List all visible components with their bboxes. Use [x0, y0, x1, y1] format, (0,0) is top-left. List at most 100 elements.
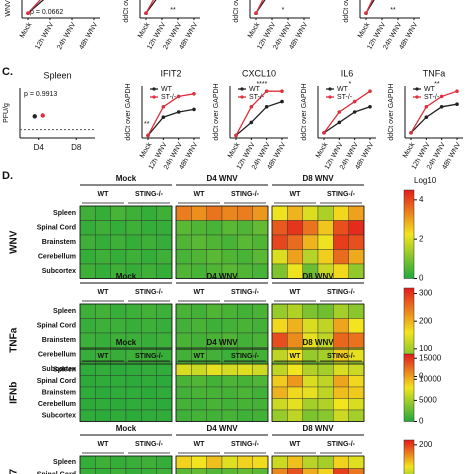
heatmap-cell [110, 234, 127, 250]
group-frame [79, 363, 173, 422]
data-point [192, 107, 196, 112]
heatmap-cell [175, 220, 192, 236]
heatmap-cell [287, 375, 303, 388]
legend-marker [415, 95, 419, 99]
heatmap-cell [252, 205, 269, 221]
heatmap-cell [191, 205, 207, 221]
group-frame [79, 455, 173, 474]
subgroup-label: WT [194, 441, 206, 448]
heatmap-cell [348, 468, 365, 474]
data-point [192, 92, 196, 96]
heatmap-cell [333, 263, 349, 279]
data-point [368, 89, 372, 93]
heatmap-cell [237, 386, 253, 399]
y-axis-label: PFU/g [3, 103, 10, 123]
heatmap-cell [348, 249, 365, 265]
data-point [409, 131, 413, 135]
annotation: ** [390, 7, 396, 14]
row-label: Cerebellum [38, 352, 76, 359]
heatmap-cell [271, 375, 288, 388]
heatmap-cell [348, 303, 365, 319]
heatmap-cell [191, 220, 207, 236]
heatmap-cell [125, 375, 142, 388]
heatmap-cell [287, 409, 303, 422]
legend-marker [152, 95, 156, 99]
heatmap-cell [348, 332, 365, 348]
heatmap-cell [302, 468, 319, 474]
heatmap-cell [156, 205, 173, 221]
row-label: Spleen [53, 210, 76, 217]
heatmap-cell [287, 303, 303, 319]
data-point [254, 11, 258, 15]
subgroup-label: WT [290, 353, 302, 360]
heatmap-cell [141, 386, 157, 399]
heatmap-cell [79, 249, 96, 265]
heatmap-cell [271, 347, 288, 363]
heatmap-cell [348, 318, 365, 334]
group-label: D4 WNV [206, 424, 238, 433]
legend-marker [328, 87, 332, 91]
heatmap-cell [237, 468, 253, 474]
colorbar-tick-label: 100 [419, 344, 433, 353]
heatmap-cell [110, 375, 127, 388]
heatmap-cell [221, 386, 238, 399]
heatmap-cell [252, 249, 269, 265]
heatmap-cell [206, 347, 223, 363]
data-point [144, 11, 148, 15]
heatmap-cell [175, 332, 192, 348]
subgroup-label: STING-/- [231, 191, 260, 198]
heatmap-cell [348, 375, 365, 388]
y-axis-label: ddCt over GAPDH [123, 0, 130, 23]
heatmap-cell [302, 220, 319, 236]
heatmap-cell [317, 303, 334, 319]
y-axis-label: ddCt over GAPDH [388, 83, 395, 140]
group-label: D8 WNV [302, 174, 334, 183]
subgroup-label: WT [98, 289, 110, 296]
heatmap-cell [125, 409, 142, 422]
heatmap-cell [302, 249, 319, 265]
heatmap-cell [110, 386, 127, 399]
group-label: Mock [116, 338, 137, 347]
group-label: D4 WNV [206, 338, 238, 347]
heatmap-cell [317, 249, 334, 265]
data-point [176, 110, 181, 114]
heatmap-cell [95, 205, 111, 221]
group-label: D4 WNV [206, 272, 238, 281]
legend-label: WT [161, 86, 173, 93]
annotation: **** [256, 81, 267, 88]
x-tick-label: Mock [137, 21, 152, 39]
heatmap-cell [79, 303, 96, 319]
heatmap-cell [79, 318, 96, 334]
heatmap-cell [141, 303, 157, 319]
group-frame [271, 205, 365, 279]
heatmap-cell [79, 386, 96, 399]
heatmap-cell [175, 249, 192, 265]
heatmap-cell [333, 375, 349, 388]
subgroup-label: STING-/- [327, 441, 356, 448]
data-point [264, 89, 269, 93]
colorbar-tick-label: 0 [419, 417, 424, 426]
heatmap-cell [271, 386, 288, 399]
heatmap-cell [175, 318, 192, 334]
series-line [147, 93, 195, 136]
heatmap-cell [125, 468, 142, 474]
colorbar [403, 353, 415, 422]
group-label: Mock [116, 424, 137, 433]
heatmap-cell [237, 249, 253, 265]
data-point [337, 110, 342, 114]
heatmap-cell [191, 468, 207, 474]
group-label: D8 WNV [302, 272, 334, 281]
row-label: Subcortex [42, 268, 76, 275]
row-label: Brainstem [42, 239, 76, 246]
heatmap-cell [221, 303, 238, 319]
heatmap-cell [79, 363, 96, 376]
heatmap-cell [302, 234, 319, 250]
heatmap-cell [302, 205, 319, 221]
y-axis-label: ddCt over GAPDH [233, 0, 240, 23]
heatmap-cell [175, 468, 192, 474]
heatmap-cell [95, 409, 111, 422]
group-frame [271, 455, 365, 474]
heatmap-ylabel: WNV [9, 230, 20, 254]
